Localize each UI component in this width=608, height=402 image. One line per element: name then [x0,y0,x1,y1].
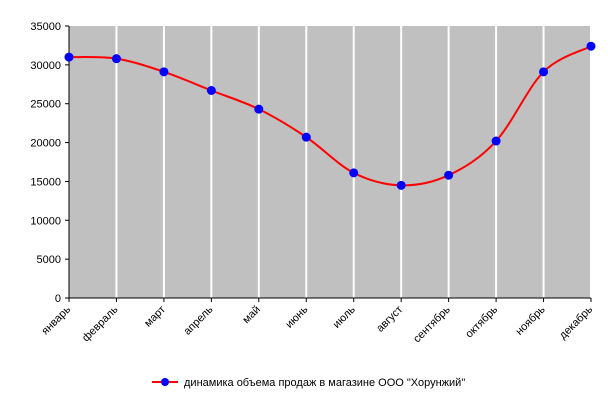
data-point-marker [491,136,501,146]
y-tick-label: 0 [55,293,61,305]
data-point-marker [111,54,121,64]
x-axis-tick-labels: январь февраль март апрель май июнь июль август… [39,303,595,345]
axes [65,25,592,302]
data-point-marker [64,52,74,62]
data-point-marker [254,104,264,114]
x-tick-label: октябрь [463,303,500,340]
x-tick-label: июнь [283,303,310,330]
grid-lines [115,26,592,298]
x-tick-label: май [240,304,263,327]
data-point-marker [206,86,216,96]
y-tick-label: 35000 [30,21,61,33]
data-point-marker [159,67,169,77]
y-tick-label: 15000 [30,176,61,188]
data-point-marker [539,67,549,77]
legend: динамика объема продаж в магазине ООО "Х… [152,377,465,389]
y-tick-label: 25000 [30,99,61,111]
y-tick-label: 20000 [30,138,61,150]
x-tick-label: ноябрь [514,303,548,337]
data-point-marker [396,180,406,190]
x-tick-label: февраль [80,303,121,344]
y-tick-label: 10000 [30,215,61,227]
legend-label: динамика объема продаж в магазине ООО "Х… [184,377,465,389]
data-point-marker [444,170,454,180]
y-tick-label: 5000 [37,254,61,266]
data-point-marker [586,41,596,51]
y-tick-label: 30000 [30,60,61,72]
x-tick-label: апрель [181,303,215,337]
series-layer [64,41,596,190]
x-tick-label: март [142,304,168,330]
y-axis-tick-labels: 0 5000 10000 15000 20000 25000 30000 35000 [30,21,61,305]
x-tick-label: январь [39,303,73,337]
x-tick-label: сентябрь [411,303,453,345]
data-point-marker [301,132,311,142]
plot-area-background [69,26,591,298]
x-tick-label: август [374,304,405,335]
x-tick-label: июль [331,303,358,330]
x-tick-label: декабрь [557,303,595,341]
legend-marker-swatch [161,378,169,386]
data-point-marker [349,168,359,178]
